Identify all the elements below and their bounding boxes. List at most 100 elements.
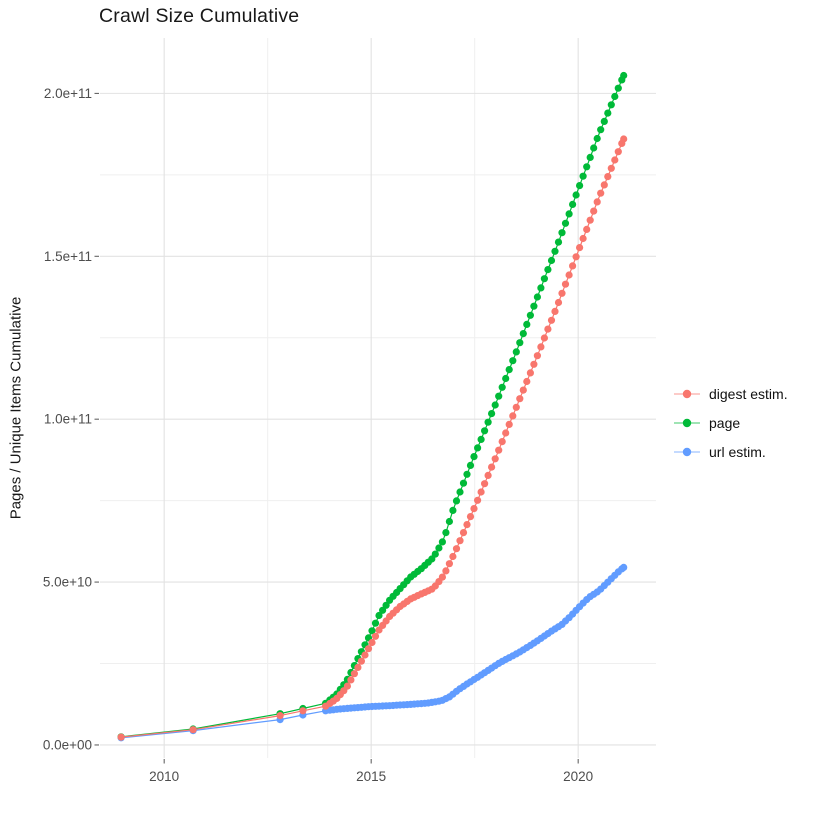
data-point (371, 632, 380, 640)
data-point (554, 238, 563, 246)
data-point (607, 101, 615, 109)
data-point (600, 117, 608, 125)
data-point (481, 480, 489, 488)
data-point (544, 325, 552, 333)
data-point (505, 366, 513, 374)
data-point (526, 369, 535, 377)
data-point (498, 438, 506, 446)
data-point (604, 109, 612, 117)
data-point (350, 670, 358, 678)
data-point (495, 392, 503, 400)
data-point (551, 247, 559, 255)
data-point (379, 606, 387, 614)
data-point (561, 219, 570, 227)
legend-key-icon (674, 447, 700, 456)
series-digest-estim (117, 135, 628, 741)
data-point (502, 374, 510, 383)
data-point (502, 429, 510, 437)
data-point (512, 348, 520, 356)
data-point (470, 505, 478, 513)
data-point (512, 403, 520, 411)
legend-key-icon (674, 418, 700, 427)
data-point (583, 163, 591, 171)
data-point (551, 307, 559, 315)
data-point (576, 244, 584, 252)
data-point (572, 253, 580, 261)
data-point (463, 521, 471, 529)
data-point (459, 529, 468, 537)
data-point (491, 455, 499, 463)
y-tick-label: 1.5e+11 (44, 249, 92, 264)
data-point (505, 420, 513, 428)
data-point (474, 496, 482, 504)
data-point (498, 383, 506, 391)
data-point (442, 529, 450, 537)
legend-label: digest estim. (709, 385, 788, 402)
data-point (620, 71, 628, 80)
data-point (572, 191, 580, 199)
x-tick-label: 2015 (356, 769, 386, 784)
data-point (445, 517, 453, 526)
legend-item-url-estim: url estim. (674, 437, 788, 466)
data-point (590, 144, 598, 152)
data-point (620, 135, 628, 143)
data-point (614, 84, 622, 92)
data-point (540, 334, 549, 342)
data-point (586, 153, 594, 161)
data-point (620, 563, 628, 572)
data-point (347, 676, 355, 684)
legend-label: page (709, 414, 741, 431)
data-point (456, 537, 464, 545)
data-point (484, 418, 492, 426)
data-point (477, 435, 485, 443)
data-point (456, 488, 464, 496)
legend-item-page: page (674, 408, 788, 437)
y-tick-label: 1.0e+11 (44, 412, 92, 427)
legend-label: url estim. (709, 443, 766, 460)
data-point (565, 271, 573, 279)
data-point (519, 330, 527, 338)
data-point (488, 463, 496, 471)
data-point (607, 164, 615, 172)
data-point (466, 513, 475, 521)
gridlines-major (100, 38, 656, 758)
data-point (579, 234, 587, 243)
series-line (121, 138, 625, 738)
data-point (604, 173, 612, 181)
data-point (558, 289, 566, 297)
x-tick-label: 2010 (149, 769, 179, 784)
data-point (463, 470, 471, 478)
data-point (491, 401, 499, 409)
data-point (569, 200, 577, 208)
data-point (438, 573, 446, 581)
data-point (537, 343, 545, 351)
data-point (519, 386, 527, 394)
data-point (368, 627, 376, 635)
data-point (445, 560, 453, 568)
data-point (382, 601, 390, 609)
data-point (343, 682, 351, 690)
data-point (611, 156, 619, 164)
data-point (509, 357, 517, 365)
data-point (276, 712, 284, 720)
data-point (357, 657, 365, 665)
data-point (544, 266, 552, 274)
data-point (484, 471, 492, 479)
data-point (449, 506, 457, 514)
legend: digest estim. page url estim. (674, 379, 788, 466)
data-point (537, 284, 545, 292)
data-point (579, 172, 587, 180)
data-point (375, 611, 383, 620)
data-point (364, 645, 373, 653)
data-point (526, 311, 535, 319)
data-point (614, 148, 622, 156)
legend-item-digest-estim: digest estim. (674, 379, 788, 408)
data-point (431, 550, 439, 558)
y-tick-label: 0.0e+00 (43, 737, 92, 752)
data-point (470, 453, 478, 461)
data-point (488, 410, 496, 418)
data-point (368, 638, 376, 647)
data-point (523, 320, 531, 328)
data-point (354, 663, 362, 672)
